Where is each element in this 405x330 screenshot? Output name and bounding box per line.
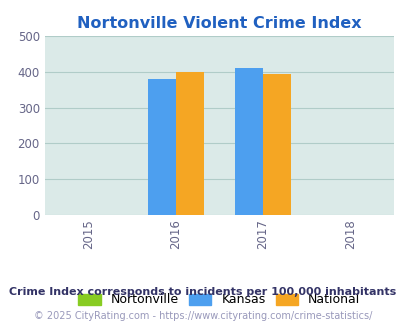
- Title: Nortonville Violent Crime Index: Nortonville Violent Crime Index: [77, 16, 361, 31]
- Text: © 2025 CityRating.com - https://www.cityrating.com/crime-statistics/: © 2025 CityRating.com - https://www.city…: [34, 311, 371, 321]
- Bar: [147, 79, 175, 214]
- Bar: [175, 72, 203, 215]
- Bar: [234, 68, 262, 214]
- Text: Crime Index corresponds to incidents per 100,000 inhabitants: Crime Index corresponds to incidents per…: [9, 287, 396, 297]
- Legend: Nortonville, Kansas, National: Nortonville, Kansas, National: [73, 288, 364, 312]
- Bar: [262, 75, 290, 214]
